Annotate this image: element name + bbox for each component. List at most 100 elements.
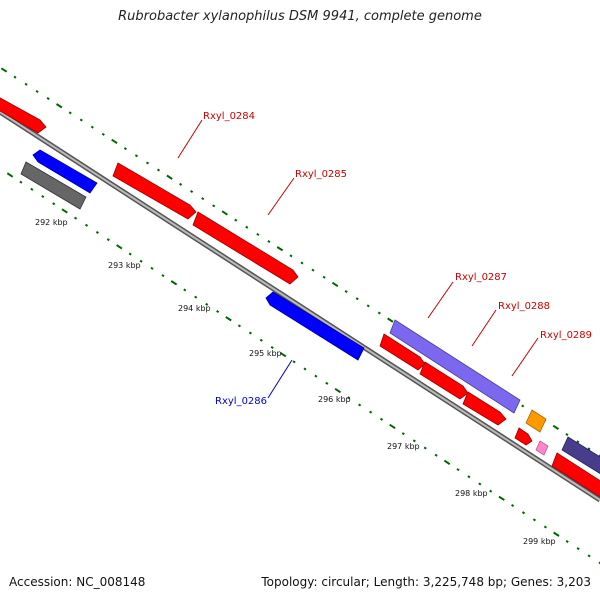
minor-tick: [521, 511, 526, 515]
minor-tick: [256, 232, 260, 236]
gene-arrow-red-right-edge[interactable]: [551, 452, 600, 500]
minor-tick: [292, 360, 296, 364]
genome-summary-label: Topology: circular; Length: 3,225,748 bp…: [261, 575, 591, 589]
gene-label-rxyl-0286[interactable]: Rxyl_0286: [215, 396, 267, 407]
major-tick: [6, 172, 14, 178]
minor-tick: [101, 132, 105, 136]
scale-label-299: 299 kbp: [523, 537, 556, 546]
minor-tick: [478, 482, 482, 486]
major-tick: [498, 495, 505, 501]
gene-label-leaders: [177, 119, 539, 399]
major-tick: [553, 531, 560, 537]
minor-tick: [145, 161, 150, 165]
gene-arrow-blue-left[interactable]: [32, 149, 98, 194]
minor-tick: [358, 403, 362, 407]
minor-tick: [587, 554, 591, 558]
minor-tick: [205, 302, 209, 306]
minor-tick: [521, 404, 525, 408]
minor-tick: [576, 547, 580, 551]
major-tick: [116, 244, 123, 250]
minor-tick: [134, 154, 139, 158]
gene-arrow-rxyl-0285[interactable]: [192, 211, 299, 285]
minor-tick: [300, 261, 304, 265]
major-tick: [389, 423, 396, 430]
minor-tick: [106, 238, 110, 242]
minor-tick: [183, 288, 187, 292]
minor-tick: [248, 331, 252, 335]
gene-label-rxyl-0285[interactable]: Rxyl_0285: [295, 169, 347, 180]
gene-arrow-orange[interactable]: [525, 409, 547, 433]
minor-tick: [123, 147, 127, 151]
minor-tick: [24, 82, 28, 86]
major-tick: [276, 246, 284, 252]
major-tick: [279, 352, 287, 358]
gene-arrow-rxyl-0287[interactable]: [389, 319, 521, 414]
gene-features: [0, 95, 600, 500]
minor-tick: [489, 489, 493, 493]
gene-label-rxyl-0287[interactable]: Rxyl_0287: [455, 272, 507, 283]
gene-arrow-red-tiny[interactable]: [514, 427, 533, 446]
scale-label-292: 292 kbp: [35, 218, 68, 227]
minor-tick: [267, 240, 271, 244]
minor-tick: [270, 345, 274, 349]
minor-tick: [344, 290, 348, 294]
minor-tick: [259, 338, 263, 342]
minor-tick: [377, 311, 381, 315]
major-tick: [225, 316, 232, 322]
major-tick: [334, 387, 342, 394]
minor-tick: [456, 468, 460, 472]
accession-label: Accession: NC_008148: [9, 575, 146, 589]
major-tick: [166, 174, 173, 180]
minor-tick: [598, 561, 600, 565]
minor-tick: [90, 125, 94, 129]
major-tick: [443, 459, 451, 466]
minor-tick: [201, 197, 205, 201]
gene-arrow-rxyl-0286[interactable]: [265, 291, 365, 361]
scale-label-296: 296 kbp: [318, 395, 351, 404]
minor-tick: [565, 539, 569, 543]
gene-arrow-pink[interactable]: [535, 440, 549, 456]
gene-arrow-left-edge[interactable]: [0, 95, 47, 134]
major-tick: [552, 424, 560, 430]
minor-tick: [216, 310, 220, 314]
gene-arrow-rxyl-0284[interactable]: [112, 162, 197, 220]
gene-arrow-rxyl-0289[interactable]: [419, 361, 469, 400]
scale-label-297: 297 kbp: [387, 442, 420, 451]
minor-tick: [68, 111, 72, 115]
inner-tick-scale: [6, 172, 600, 565]
minor-tick: [401, 432, 405, 436]
minor-tick: [322, 275, 326, 279]
gene-arrow-red-small[interactable]: [462, 391, 507, 426]
gene-labels: Rxyl_0284 Rxyl_0285 Rxyl_0286 Rxyl_0287 …: [203, 111, 592, 407]
gene-label-rxyl-0289[interactable]: Rxyl_0289: [540, 330, 592, 341]
minor-tick: [212, 204, 216, 208]
minor-tick: [245, 225, 249, 229]
minor-tick: [74, 216, 78, 220]
major-tick: [331, 281, 339, 288]
gene-arrow-dark-purple[interactable]: [561, 436, 600, 476]
minor-tick: [237, 324, 241, 328]
minor-tick: [52, 202, 56, 206]
gene-arrow-rxyl-0288[interactable]: [379, 333, 426, 371]
genome-backbone: [0, 109, 600, 503]
gene-label-rxyl-0288[interactable]: Rxyl_0288: [498, 301, 550, 312]
minor-tick: [467, 475, 471, 479]
major-tick: [0, 67, 8, 73]
minor-tick: [576, 440, 580, 444]
minor-tick: [423, 446, 427, 450]
minor-tick: [190, 190, 194, 194]
gene-arrow-pseudo[interactable]: [20, 161, 87, 210]
minor-tick: [161, 274, 165, 278]
minor-tick: [95, 230, 99, 234]
minor-tick: [347, 396, 351, 400]
gene-label-rxyl-0284[interactable]: Rxyl_0284: [203, 111, 255, 122]
minor-tick: [194, 295, 198, 299]
minor-tick: [565, 433, 569, 437]
minor-tick: [84, 223, 89, 227]
minor-tick: [598, 454, 600, 458]
minor-tick: [46, 97, 50, 101]
scale-label-293: 293 kbp: [108, 261, 141, 270]
minor-tick: [311, 268, 315, 272]
